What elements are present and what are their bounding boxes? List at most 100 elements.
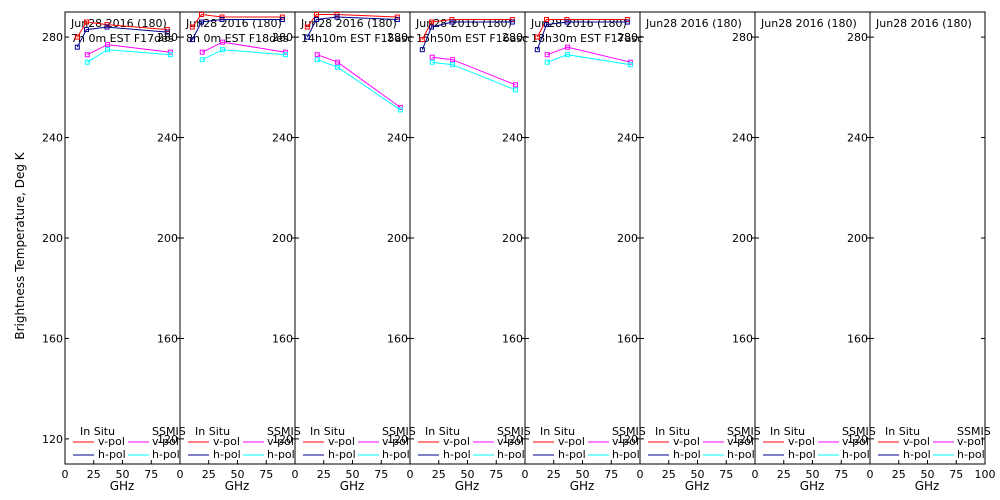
panel-subtitle: 7h 0m EST F17des: [71, 32, 174, 45]
legend-insitu-hpol-label: h-pol: [213, 448, 241, 461]
panel-date: Jun28 2016 (180): [300, 17, 397, 30]
series-line-ssmis-h: [202, 49, 286, 61]
legend-insitu-hpol-label: h-pol: [443, 448, 471, 461]
legend-insitu-title: In Situ: [195, 425, 230, 438]
legend-ssmis-vpol-label: v-pol: [727, 435, 754, 448]
data-point-ssmis-h: [105, 47, 111, 53]
y-tick-label: 280: [732, 31, 753, 44]
data-point-ssmis-h: [512, 87, 518, 93]
legend-insitu-title: In Situ: [655, 425, 690, 438]
x-axis-label: GHz: [455, 479, 480, 493]
y-tick-label: 120: [617, 433, 638, 446]
legend-ssmis-title: SSMIS: [612, 425, 646, 438]
panel-8: 120 160 200 240 280 0 25 50 75 100 GHz Jun28 2016 (…: [847, 11, 996, 493]
data-point-ssmis-h: [544, 59, 550, 65]
legend-insitu-title: In Situ: [80, 425, 115, 438]
y-tick-label: 240: [732, 132, 753, 145]
y-tick-label: 240: [502, 132, 523, 145]
legend-insitu-vpol-label: v-pol: [98, 435, 125, 448]
data-point-insitu-v: [189, 24, 195, 30]
y-tick-label: 160: [847, 332, 868, 345]
data-point-insitu-h: [219, 17, 225, 23]
panel-5: 120 160 200 240 280 0 25 50 75 GHz Jun28 2016 (180…: [502, 11, 646, 493]
y-axis-label: Brightness Temperature, Deg K: [13, 151, 27, 339]
series-line-insitu-h: [421, 21, 513, 50]
data-point-insitu-v: [419, 37, 425, 43]
data-point-ssmis-v: [220, 39, 226, 45]
x-tick-label: 100: [975, 468, 996, 481]
data-point-ssmis-h: [627, 62, 633, 68]
data-point-ssmis-v: [105, 42, 111, 48]
x-axis-label: GHz: [340, 479, 365, 493]
x-tick-label: 50: [691, 468, 705, 481]
series-line-insitu-h: [536, 21, 628, 50]
legend-insitu-vpol-label: v-pol: [213, 435, 240, 448]
legend-insitu-title: In Situ: [540, 425, 575, 438]
y-tick-label: 280: [157, 31, 178, 44]
y-tick-label: 240: [272, 132, 293, 145]
y-tick-label: 240: [387, 132, 408, 145]
legend-ssmis-hpol-label: h-pol: [957, 448, 985, 461]
panel-4: 120 160 200 240 280 0 25 50 75 GHz Jun28 2016 (180…: [387, 11, 531, 493]
series-line-insitu-h: [76, 26, 168, 48]
data-point-ssmis-h: [84, 59, 90, 65]
data-point-insitu-h: [74, 44, 80, 50]
data-point-ssmis-v: [199, 49, 205, 55]
x-tick-label: 25: [432, 468, 446, 481]
data-point-insitu-v: [304, 24, 310, 30]
x-tick-label: 25: [777, 468, 791, 481]
data-point-insitu-v: [429, 19, 435, 25]
legend-insitu-vpol-label: v-pol: [788, 435, 815, 448]
y-tick-label: 160: [387, 332, 408, 345]
data-point-insitu-v: [314, 12, 320, 18]
y-tick-label: 240: [42, 132, 63, 145]
x-tick-label: 75: [719, 468, 733, 481]
x-axis-label: GHz: [800, 479, 825, 493]
series-line-ssmis-h: [317, 59, 401, 111]
series-line-insitu-v: [421, 19, 513, 40]
panel-frame: [869, 11, 986, 465]
data-point-insitu-h: [449, 19, 455, 25]
legend-insitu-hpol-label: h-pol: [673, 448, 701, 461]
y-tick-label: 200: [272, 232, 293, 245]
x-tick-label: 50: [346, 468, 360, 481]
panel-date: Jun28 2016 (180): [875, 17, 972, 30]
panel-2: 120 160 200 240 280 0 25 50 75 GHz Jun28 2016 (180…: [157, 11, 301, 493]
data-point-ssmis-h: [450, 62, 456, 68]
data-point-ssmis-v: [84, 52, 90, 58]
legend-ssmis-vpol-label: v-pol: [382, 435, 409, 448]
data-point-ssmis-v: [282, 49, 288, 55]
y-tick-label: 200: [387, 232, 408, 245]
x-tick-label: 50: [231, 468, 245, 481]
data-point-insitu-h: [104, 24, 110, 30]
series-line-ssmis-v: [317, 54, 401, 108]
panel-date: Jun28 2016 (180): [530, 17, 627, 30]
data-point-insitu-h: [199, 19, 205, 25]
x-tick-label: 0: [752, 468, 759, 481]
x-tick-label: 0: [407, 468, 414, 481]
data-point-ssmis-h: [167, 52, 173, 58]
x-axis-label: GHz: [225, 479, 250, 493]
legend-ssmis-title: SSMIS: [497, 425, 531, 438]
x-tick-label: 0: [62, 468, 69, 481]
y-tick-label: 120: [387, 433, 408, 446]
legend-ssmis-title: SSMIS: [842, 425, 876, 438]
data-point-insitu-v: [164, 27, 170, 33]
x-axis-label: GHz: [915, 479, 940, 493]
y-tick-label: 240: [157, 132, 178, 145]
data-point-insitu-h: [429, 24, 435, 30]
x-tick-label: 50: [806, 468, 820, 481]
y-tick-label: 280: [847, 31, 868, 44]
series-line-ssmis-v: [432, 56, 516, 86]
data-point-insitu-h: [544, 22, 550, 28]
series-line-insitu-v: [76, 21, 168, 38]
legend-ssmis-hpol-label: h-pol: [612, 448, 640, 461]
x-tick-label: 75: [374, 468, 388, 481]
legend-ssmis-title: SSMIS: [267, 425, 301, 438]
x-tick-label: 50: [576, 468, 590, 481]
